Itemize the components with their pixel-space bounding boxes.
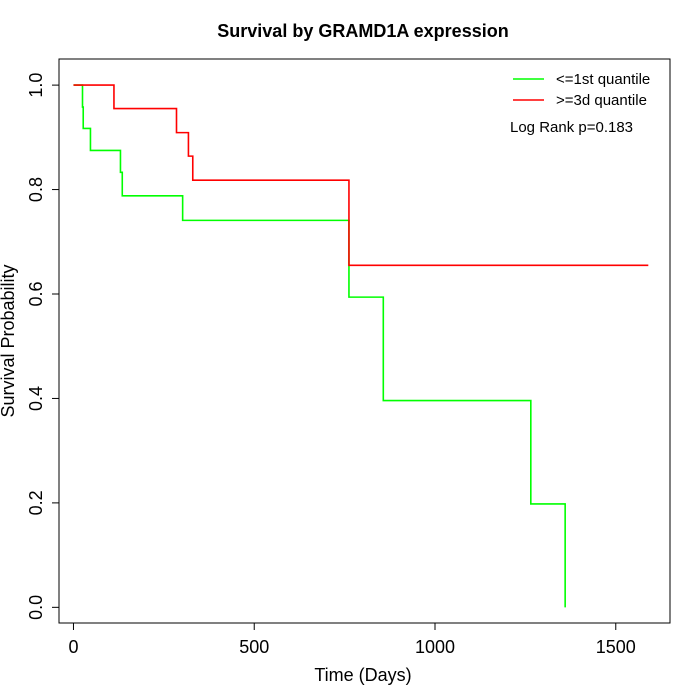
x-axis-label: Time (Days)	[314, 665, 411, 685]
x-tick-label: 0	[68, 637, 78, 657]
y-axis: 0.0 0.2 0.4 0.6 0.8 1.0	[26, 73, 60, 620]
logrank-annotation: Log Rank p=0.183	[510, 119, 633, 136]
legend-label-low: <=1st quantile	[556, 71, 650, 88]
series-layer	[73, 84, 649, 608]
x-tick-label: 1500	[596, 637, 636, 657]
y-tick-label: 0.0	[26, 595, 46, 620]
y-axis-label: Survival Probability	[0, 264, 18, 417]
plot-frame	[58, 58, 671, 624]
x-tick-label: 1000	[415, 637, 455, 657]
chart-title: Survival by GRAMD1A expression	[217, 21, 508, 41]
y-tick-label: 0.8	[26, 177, 46, 202]
x-axis: 0 500 1000 1500	[68, 622, 636, 657]
legend-label-high: >=3d quantile	[556, 92, 647, 109]
legend: <=1st quantile >=3d quantile	[513, 71, 650, 109]
y-tick-label: 0.4	[26, 386, 46, 411]
y-tick-label: 0.6	[26, 281, 46, 306]
x-tick-label: 500	[239, 637, 269, 657]
y-tick-label: 0.2	[26, 490, 46, 515]
series-high-quantile-line	[73, 84, 649, 267]
y-tick-label: 1.0	[26, 73, 46, 98]
series-low-quantile-line	[73, 84, 566, 608]
